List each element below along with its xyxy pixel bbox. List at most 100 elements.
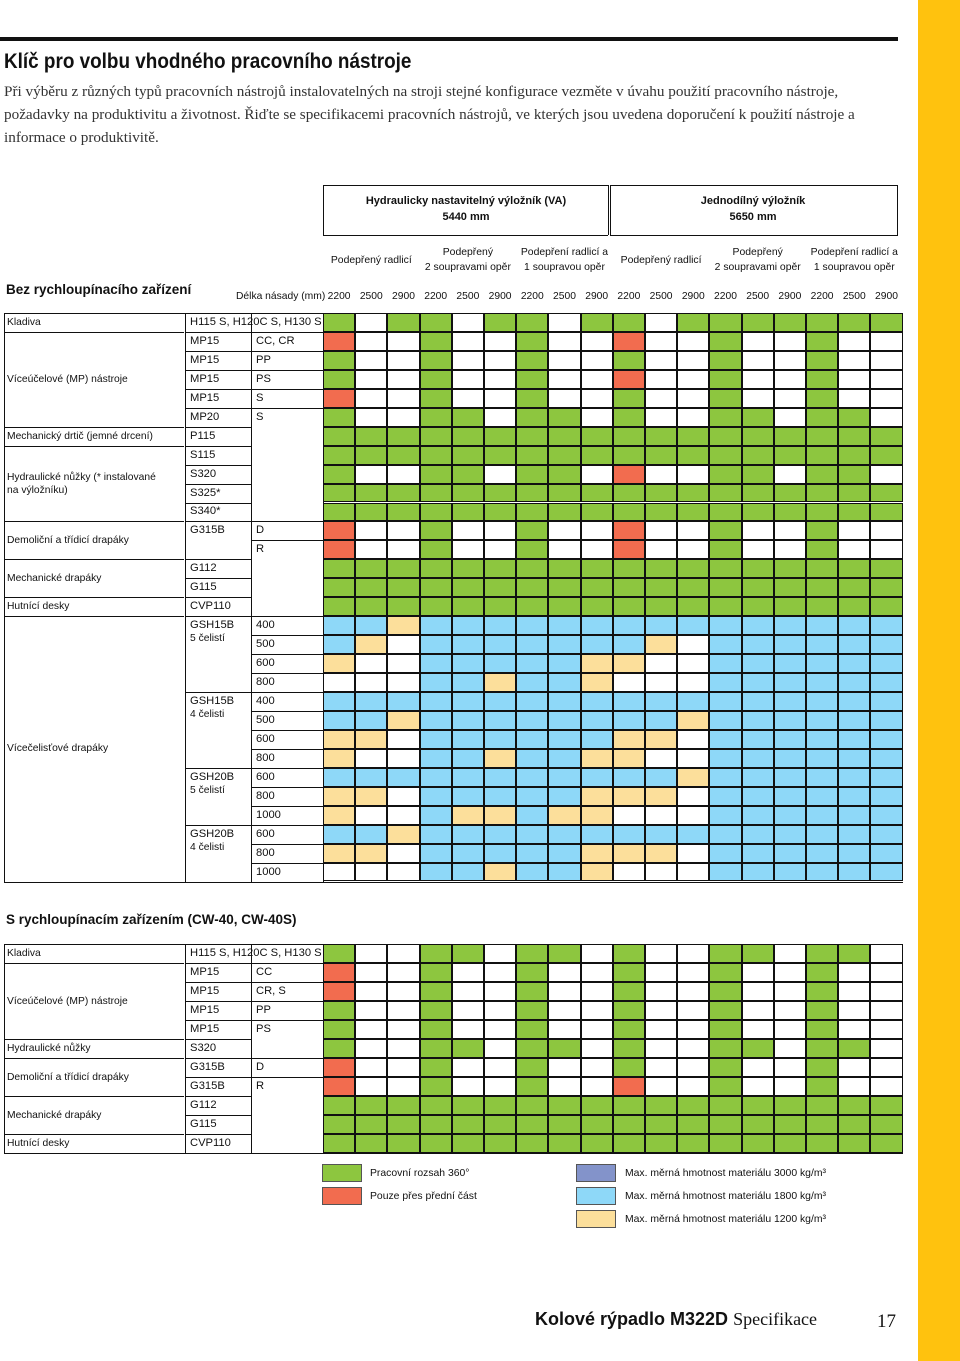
compat-cell bbox=[484, 843, 517, 863]
compat-cell bbox=[741, 616, 774, 636]
compat-cell bbox=[387, 369, 420, 389]
compat-cell bbox=[387, 635, 420, 655]
compat-cell bbox=[484, 313, 517, 332]
model-label: G112 bbox=[190, 562, 217, 575]
compat-cell bbox=[773, 1134, 806, 1153]
compat-cell bbox=[806, 843, 839, 863]
compat-cell bbox=[355, 786, 388, 806]
compat-cell bbox=[323, 843, 356, 863]
compat-cell bbox=[709, 862, 742, 882]
compat-cell bbox=[709, 654, 742, 674]
compat-cell bbox=[838, 445, 871, 465]
compat-cell bbox=[709, 944, 742, 963]
compat-cell bbox=[516, 1077, 549, 1096]
compat-cell bbox=[870, 578, 903, 598]
support-header: Podepřený radlicí bbox=[323, 240, 420, 280]
compat-cell bbox=[323, 578, 356, 598]
compat-cell bbox=[419, 1020, 452, 1039]
compat-cell bbox=[387, 540, 420, 560]
compat-cell bbox=[870, 824, 903, 844]
variant-label: PP bbox=[256, 353, 271, 366]
compat-cell bbox=[580, 540, 613, 560]
compat-cell bbox=[484, 944, 517, 963]
compat-cell bbox=[838, 313, 871, 332]
compat-cell bbox=[677, 692, 710, 711]
section-top-rule bbox=[4, 313, 323, 314]
compat-cell bbox=[323, 982, 356, 1001]
variant-rule bbox=[251, 710, 323, 712]
compat-cell bbox=[612, 729, 645, 749]
compat-cell bbox=[516, 1134, 549, 1153]
compat-cell bbox=[484, 1058, 517, 1077]
compat-cell bbox=[806, 369, 839, 389]
support-header: Podepření radlicí a 1 soupravou opěr bbox=[806, 240, 903, 280]
compat-cell bbox=[516, 824, 549, 844]
compat-cell bbox=[645, 1115, 678, 1134]
compat-cell bbox=[548, 313, 581, 332]
compat-cell bbox=[323, 1096, 356, 1115]
compat-cell bbox=[677, 944, 710, 963]
variant-label: R bbox=[256, 1080, 265, 1092]
compat-cell bbox=[709, 692, 742, 711]
compat-cell bbox=[419, 540, 452, 560]
compat-cell bbox=[323, 786, 356, 806]
compat-cell bbox=[355, 445, 388, 465]
compat-cell bbox=[806, 635, 839, 655]
compat-cell bbox=[484, 862, 517, 882]
compat-cell bbox=[709, 483, 742, 503]
compat-cell bbox=[709, 635, 742, 655]
compat-cell bbox=[419, 944, 452, 963]
variant-rule bbox=[251, 692, 323, 693]
compat-cell bbox=[484, 824, 517, 844]
compat-cell bbox=[355, 635, 388, 655]
compat-cell bbox=[741, 578, 774, 598]
compat-cell bbox=[323, 521, 356, 541]
compat-cell bbox=[323, 1001, 356, 1020]
compat-cell bbox=[645, 805, 678, 825]
compat-cell bbox=[806, 597, 839, 617]
variant-label: CC bbox=[256, 966, 273, 978]
compat-cell bbox=[484, 445, 517, 465]
model-rule bbox=[185, 963, 251, 964]
compat-cell bbox=[451, 331, 484, 351]
compat-cell bbox=[741, 944, 774, 963]
compat-cell bbox=[548, 805, 581, 825]
support-header-line1: Podepření radlicí a bbox=[810, 247, 898, 258]
compat-cell bbox=[580, 464, 613, 484]
compat-cell bbox=[548, 692, 581, 711]
compat-cell bbox=[387, 748, 420, 768]
compat-cell bbox=[773, 963, 806, 982]
compat-cell bbox=[484, 1039, 517, 1058]
stick-length-value: 2200 bbox=[424, 291, 448, 302]
compat-cell bbox=[580, 1058, 613, 1077]
compat-cell bbox=[612, 559, 645, 579]
compat-cell bbox=[387, 786, 420, 806]
compat-cell bbox=[870, 692, 903, 711]
compat-cell bbox=[677, 331, 710, 351]
compat-cell bbox=[548, 331, 581, 351]
compat-cell bbox=[709, 559, 742, 579]
compat-cell bbox=[612, 1058, 645, 1077]
compat-cell bbox=[451, 1001, 484, 1020]
compat-cell bbox=[419, 635, 452, 655]
compat-cell bbox=[419, 1096, 452, 1115]
compat-cell bbox=[612, 1096, 645, 1115]
compat-cell bbox=[870, 710, 903, 730]
compat-cell bbox=[580, 1001, 613, 1020]
compat-cell bbox=[677, 559, 710, 579]
category-rule bbox=[4, 1058, 184, 1059]
compat-cell bbox=[870, 388, 903, 408]
compat-cell bbox=[355, 748, 388, 768]
compat-cell bbox=[516, 635, 549, 655]
model-rule bbox=[185, 1134, 251, 1135]
compat-cell bbox=[323, 748, 356, 768]
variant-label: S bbox=[256, 391, 264, 404]
compat-cell bbox=[838, 944, 871, 963]
compat-cell bbox=[580, 748, 613, 768]
compat-cell bbox=[355, 369, 388, 389]
category-rule bbox=[4, 597, 184, 599]
stick-length-value: 2500 bbox=[842, 291, 866, 302]
variant-column-rule bbox=[251, 313, 252, 882]
compat-cell bbox=[709, 1115, 742, 1134]
compat-cell bbox=[516, 944, 549, 963]
